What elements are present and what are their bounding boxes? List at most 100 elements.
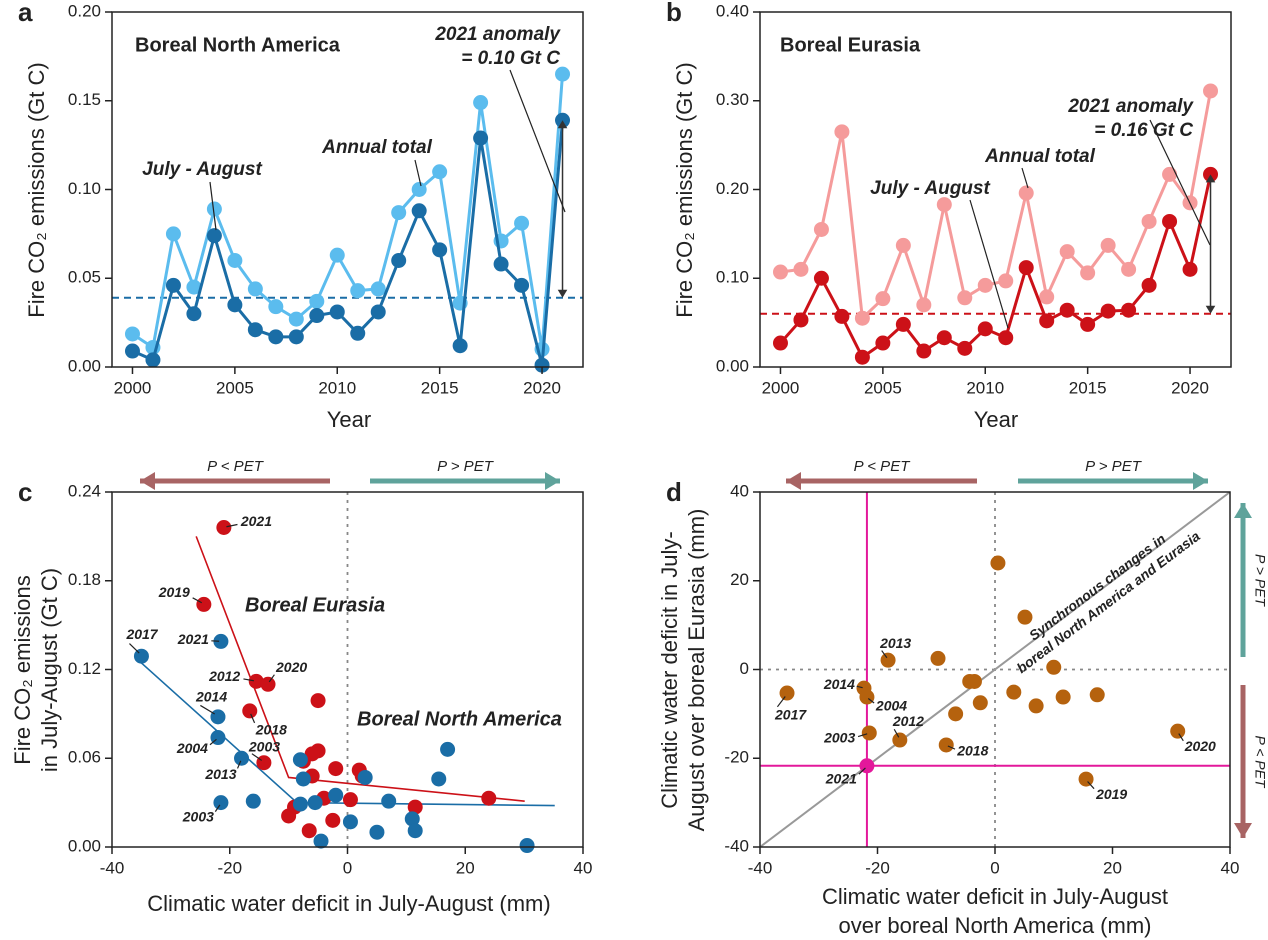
point [1100, 237, 1116, 253]
x-tick-label: 20 [456, 858, 475, 877]
point [206, 201, 222, 217]
point [411, 182, 427, 197]
leader-line [776, 696, 786, 708]
point [350, 283, 366, 299]
arrow-head [557, 120, 568, 129]
series-line [780, 90, 1212, 322]
point [210, 709, 226, 725]
y-axis-title: Fire CO₂ emissions (Gt C) [24, 62, 49, 317]
pointer [414, 159, 422, 187]
point [288, 311, 304, 327]
series-name: Annual total [321, 137, 432, 158]
point [1121, 261, 1137, 277]
point-label: 2019 [158, 584, 190, 600]
arrow-head [1234, 503, 1252, 518]
point [977, 277, 993, 293]
point [990, 555, 1006, 571]
point [1055, 689, 1071, 705]
point [213, 633, 229, 649]
y-tick-label: 20 [730, 570, 749, 589]
point-label: 2019 [1095, 786, 1127, 802]
point [440, 741, 456, 757]
y-tick-label: 0.30 [716, 90, 749, 109]
point [268, 299, 284, 315]
point-label: 2014 [823, 676, 855, 692]
leader-line [1178, 733, 1184, 742]
y-tick-label: -40 [724, 836, 749, 855]
y-axis-title: in July-August (Gt C) [37, 568, 62, 772]
leader-line [209, 738, 217, 746]
point [268, 329, 284, 345]
panel-letter: b [666, 0, 682, 27]
point [328, 761, 344, 777]
series-name: Annual total [984, 146, 1095, 167]
point [350, 325, 366, 341]
x-axis-title: over boreal North America (mm) [839, 913, 1152, 938]
region-label: Boreal Eurasia [780, 34, 921, 56]
x-axis-title: Year [327, 407, 371, 432]
point [1046, 659, 1062, 675]
leader-line [236, 760, 242, 769]
point [391, 253, 407, 268]
point [227, 297, 243, 313]
point [404, 811, 420, 827]
y-tick-label: 0.10 [716, 268, 749, 287]
point [772, 335, 788, 351]
point [234, 750, 250, 766]
point [875, 291, 891, 307]
point [854, 349, 870, 365]
point [432, 164, 448, 180]
pointer [209, 181, 217, 231]
diagonal-label: boreal North America and Eurasia [1014, 528, 1203, 677]
x-tick-label: 2010 [966, 378, 1004, 397]
point [165, 277, 181, 293]
x-tick-label: -40 [100, 858, 125, 877]
point-label: 2013 [204, 766, 236, 782]
diagonal-label: Synchronous changes in [1026, 530, 1168, 643]
panel-letter: c [18, 477, 32, 507]
x-tick-label: 2000 [762, 378, 800, 397]
point [1039, 289, 1055, 305]
point [519, 838, 535, 854]
point [310, 693, 326, 709]
point [813, 221, 829, 237]
x-tick-label: 20 [1103, 858, 1122, 877]
point [930, 650, 946, 666]
point [1089, 687, 1105, 703]
point-label: 2012 [892, 713, 924, 729]
point-label: 2021 [177, 631, 209, 647]
point [534, 357, 550, 373]
point [295, 771, 311, 787]
leader-line [250, 713, 256, 724]
point-label: 2012 [208, 668, 240, 684]
point [916, 297, 932, 313]
y-tick-label: 0.40 [716, 1, 749, 20]
fit-line [195, 536, 525, 802]
series-name: July - August [870, 178, 990, 199]
point [196, 596, 212, 612]
point [329, 247, 345, 263]
point [288, 329, 304, 345]
point [325, 812, 341, 828]
point [292, 796, 308, 812]
point [1017, 609, 1033, 625]
point [473, 130, 489, 146]
point [370, 304, 386, 320]
point [242, 703, 258, 719]
point-label: 2014 [195, 689, 227, 705]
x-tick-label: 0 [343, 858, 352, 877]
x-tick-label: 2000 [114, 378, 152, 397]
point [227, 253, 243, 268]
point-label: 2017 [774, 707, 807, 723]
x-tick-label: -20 [217, 858, 242, 877]
point [260, 676, 276, 692]
point [772, 264, 788, 280]
leader-line [268, 674, 275, 683]
series-name: Boreal Eurasia [245, 594, 385, 616]
point [307, 795, 323, 811]
point [895, 237, 911, 253]
point [834, 308, 850, 324]
point-label: 2004 [176, 740, 208, 756]
point [391, 205, 407, 221]
y-tick-label: 0.12 [68, 659, 101, 678]
